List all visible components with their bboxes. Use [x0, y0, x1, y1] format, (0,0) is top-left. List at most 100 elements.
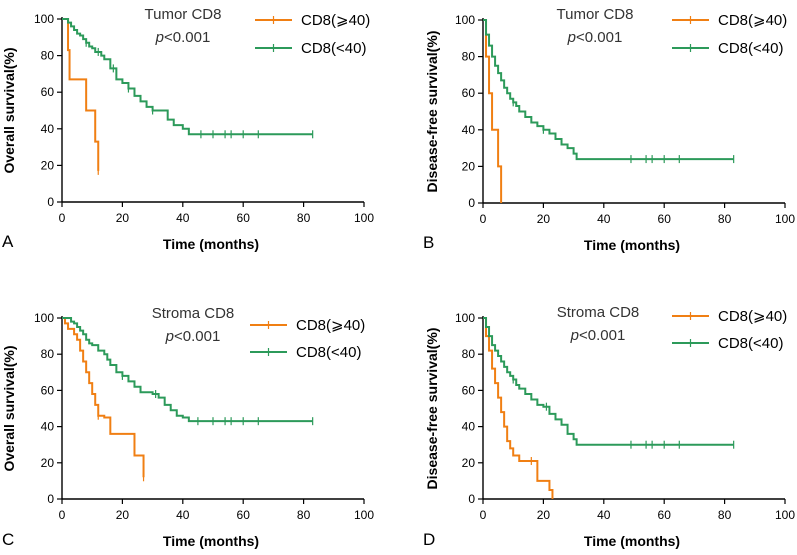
x-tick-label: 0 — [480, 212, 487, 226]
km-curve-cd8-low — [483, 317, 734, 446]
p-value: p<0.001 — [570, 327, 626, 344]
p-symbol: p — [165, 328, 174, 345]
panel-letter: B — [423, 233, 434, 252]
x-tick-label: 20 — [116, 508, 130, 522]
legend-entry-cd8-low: CD8(<40) — [255, 40, 366, 57]
panel-letter: D — [423, 530, 435, 549]
x-tick-label: 40 — [597, 212, 611, 226]
y-tick-label: 20 — [41, 158, 55, 172]
y-tick-label: 0 — [47, 195, 54, 209]
y-tick-label: 20 — [462, 159, 476, 173]
p-value: p<0.001 — [165, 328, 221, 345]
km-curve-cd8-high — [62, 317, 145, 478]
legend-label: CD8(<40) — [296, 344, 361, 361]
legend-label: CD8(⩾40) — [718, 12, 787, 29]
y-tick-label: 80 — [41, 347, 55, 361]
y-tick-label: 0 — [47, 492, 54, 506]
x-axis-title: Time (months) — [584, 237, 680, 253]
panel-title: Stroma CD8 — [557, 304, 640, 321]
y-tick-label: 60 — [462, 383, 476, 397]
survival-panel-b: 0 20 40 60 80 100 0 20 40 60 80 100 Time (months) Dis… — [423, 6, 795, 253]
legend-label: CD8(⩾40) — [296, 317, 365, 334]
y-tick-label: 80 — [41, 49, 55, 63]
survival-panel-c: 0 20 40 60 80 100 0 20 40 60 80 100 Time (months) Ove… — [1, 305, 374, 549]
x-axis-title: Time (months) — [584, 533, 680, 549]
legend-label: CD8(<40) — [301, 40, 366, 57]
y-tick-label: 40 — [462, 420, 476, 434]
x-tick-label: 0 — [480, 508, 487, 522]
p-value: p<0.001 — [155, 29, 211, 46]
legend-label: CD8(⩾40) — [301, 12, 370, 29]
y-axis-title: Overall survival(%) — [1, 47, 17, 173]
x-tick-label: 60 — [658, 508, 672, 522]
legend-entry-cd8-low: CD8(<40) — [672, 335, 783, 352]
x-tick-label: 60 — [658, 212, 672, 226]
legend-label: CD8(<40) — [718, 335, 783, 352]
legend-entry-cd8-high: CD8(⩾40) — [255, 12, 370, 29]
x-tick-label: 80 — [718, 508, 732, 522]
p-value-text: <0.001 — [164, 29, 210, 46]
x-tick-label: 20 — [537, 508, 551, 522]
y-tick-label: 60 — [41, 85, 55, 99]
y-tick-label: 0 — [468, 492, 475, 506]
survival-panel-d: 0 20 40 60 80 100 0 20 40 60 80 100 Time (months) Dis… — [423, 304, 795, 549]
x-tick-label: 40 — [176, 508, 190, 522]
p-symbol: p — [567, 29, 576, 46]
x-tick-label: 80 — [297, 211, 311, 225]
y-tick-label: 40 — [462, 123, 476, 137]
x-tick-label: 60 — [237, 211, 251, 225]
x-tick-label: 100 — [354, 508, 374, 522]
p-value-text: <0.001 — [576, 29, 622, 46]
x-tick-label: 80 — [718, 212, 732, 226]
legend-entry-cd8-low: CD8(<40) — [250, 344, 361, 361]
legend-label: CD8(<40) — [718, 40, 783, 57]
panel-letter: A — [2, 232, 14, 251]
y-tick-label: 60 — [41, 383, 55, 397]
x-tick-label: 0 — [59, 211, 66, 225]
x-axis-title: Time (months) — [163, 236, 259, 252]
y-tick-label: 60 — [462, 86, 476, 100]
p-value-text: <0.001 — [174, 328, 220, 345]
p-value: p<0.001 — [567, 29, 623, 46]
y-tick-label: 80 — [462, 50, 476, 64]
y-tick-label: 100 — [34, 311, 54, 325]
x-tick-label: 100 — [354, 211, 374, 225]
x-tick-label: 100 — [775, 212, 795, 226]
legend-entry-cd8-high: CD8(⩾40) — [672, 308, 787, 325]
y-tick-label: 40 — [41, 122, 55, 136]
km-curve-cd8-low — [483, 19, 734, 161]
panel-title: Stroma CD8 — [152, 305, 235, 322]
km-curve-cd8-low — [62, 317, 313, 423]
y-tick-label: 0 — [468, 196, 475, 210]
km-curve-cd8-high — [62, 18, 100, 171]
y-axis-title: Disease-free survival(%) — [424, 31, 440, 193]
y-tick-label: 20 — [462, 456, 476, 470]
x-tick-label: 60 — [237, 508, 251, 522]
y-tick-label: 100 — [455, 311, 475, 325]
y-tick-label: 40 — [41, 420, 55, 434]
panel-title: Tumor CD8 — [145, 6, 222, 23]
x-tick-label: 20 — [537, 212, 551, 226]
survival-panel-a: 0 20 40 60 80 100 0 20 40 60 80 100 Time (months) Ove… — [1, 6, 374, 252]
km-curve-cd8-low — [62, 18, 313, 136]
y-tick-label: 20 — [41, 456, 55, 470]
x-tick-label: 80 — [297, 508, 311, 522]
y-tick-label: 100 — [34, 12, 54, 26]
p-value-text: <0.001 — [579, 327, 625, 344]
y-axis-title: Overall survival(%) — [1, 345, 17, 471]
x-tick-label: 100 — [775, 508, 795, 522]
x-tick-label: 40 — [597, 508, 611, 522]
legend-label: CD8(⩾40) — [718, 308, 787, 325]
p-symbol: p — [155, 29, 164, 46]
y-tick-label: 100 — [455, 13, 475, 27]
panel-letter: C — [2, 530, 14, 549]
y-tick-label: 80 — [462, 347, 476, 361]
p-symbol: p — [570, 327, 579, 344]
km-curve-cd8-high — [483, 317, 554, 499]
legend-entry-cd8-high: CD8(⩾40) — [672, 12, 787, 29]
km-curve-cd8-high — [483, 19, 503, 203]
y-axis-title: Disease-free survival(%) — [424, 328, 440, 490]
x-tick-label: 40 — [176, 211, 190, 225]
legend-entry-cd8-low: CD8(<40) — [672, 40, 783, 57]
